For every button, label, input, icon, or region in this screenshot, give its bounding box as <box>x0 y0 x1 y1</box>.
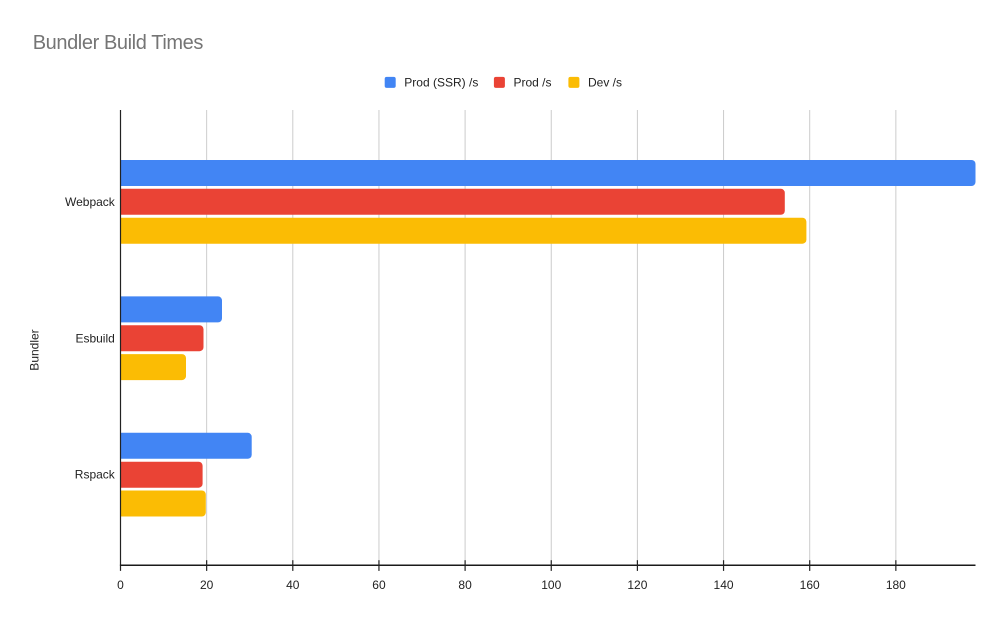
svg-text:Prod (SSR) /s: Prod (SSR) /s <box>404 76 478 90</box>
svg-text:60: 60 <box>372 578 386 592</box>
svg-text:100: 100 <box>541 578 561 592</box>
svg-text:140: 140 <box>714 578 734 592</box>
svg-text:180: 180 <box>886 578 906 592</box>
svg-text:20: 20 <box>200 578 214 592</box>
svg-text:Dev /s: Dev /s <box>588 76 622 90</box>
svg-text:120: 120 <box>627 578 647 592</box>
svg-text:160: 160 <box>800 578 820 592</box>
svg-text:Prod /s: Prod /s <box>514 76 552 90</box>
svg-text:Webpack: Webpack <box>65 195 116 209</box>
svg-text:Esbuild: Esbuild <box>75 332 114 346</box>
svg-text:80: 80 <box>458 578 472 592</box>
svg-text:Bundler Build Times: Bundler Build Times <box>33 32 204 54</box>
svg-text:0: 0 <box>117 578 124 592</box>
svg-text:40: 40 <box>286 578 300 592</box>
svg-text:Rspack: Rspack <box>75 468 116 482</box>
svg-text:Bundler: Bundler <box>28 329 42 370</box>
